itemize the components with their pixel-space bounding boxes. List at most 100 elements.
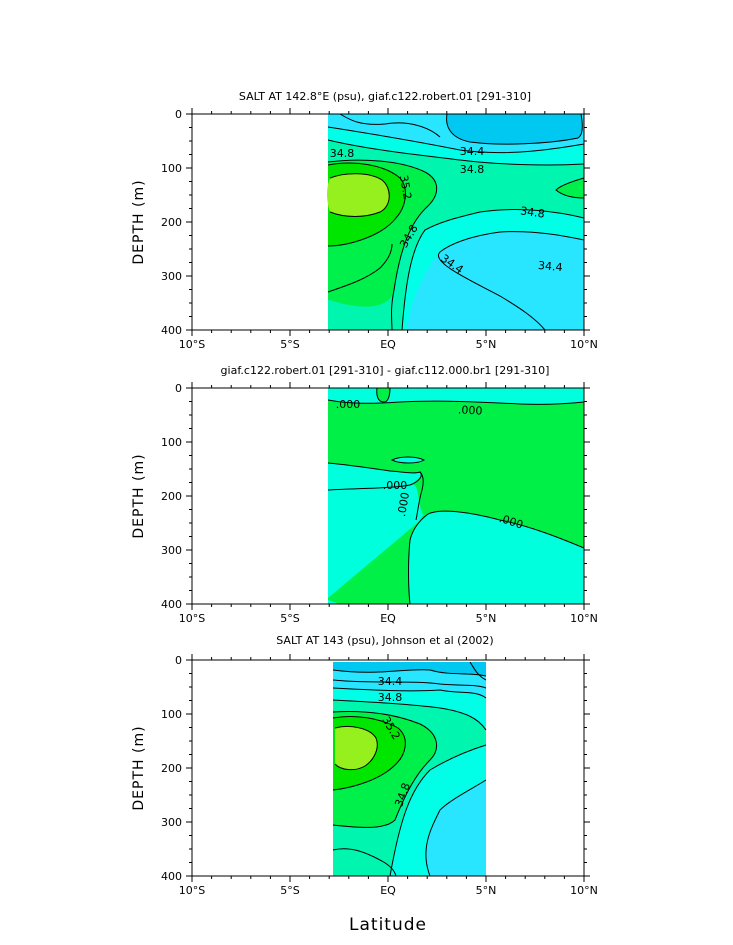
x-tick-label: 5°N bbox=[476, 612, 497, 625]
p1-contour-b bbox=[446, 113, 583, 145]
y-tick-label: 200 bbox=[161, 762, 182, 775]
y-tick-label: 200 bbox=[161, 216, 182, 229]
p2-contour-e bbox=[415, 471, 424, 521]
y-tick-label: 100 bbox=[161, 436, 182, 449]
p1-contour-c bbox=[327, 126, 585, 154]
p3-contour-k bbox=[469, 661, 487, 681]
y-tick-label: 300 bbox=[161, 544, 182, 557]
p1-contour-e bbox=[327, 159, 438, 331]
x-tick-label: 10°N bbox=[570, 338, 598, 351]
p3-contour-g bbox=[334, 725, 378, 771]
x-tick-label: 10°N bbox=[570, 612, 598, 625]
p3-contour-c bbox=[332, 687, 487, 699]
p2-fill-small-blob bbox=[392, 457, 424, 463]
panel-1-ylabel: DEPTH (m) bbox=[131, 179, 147, 264]
x-tick-label: 10°S bbox=[179, 612, 205, 625]
p3-fill-35-4 bbox=[335, 726, 378, 770]
p1-contour-label-3: 35.2 bbox=[397, 174, 414, 200]
y-tick-label: 300 bbox=[161, 816, 182, 829]
p2-contour-label-0: .000 bbox=[336, 398, 361, 411]
p2-contour-c bbox=[390, 456, 425, 464]
y-tick-label: 100 bbox=[161, 162, 182, 175]
p2-fill-neg-lower bbox=[408, 511, 584, 604]
panel-2: giaf.c122.robert.01 [291-310] - giaf.c11… bbox=[131, 364, 598, 625]
p2-fill-neg-tongue bbox=[328, 463, 422, 490]
x-tick-label: 10°S bbox=[179, 338, 205, 351]
p2-contour-g bbox=[408, 513, 429, 605]
p1-contour-label-1: 34.4 bbox=[460, 145, 485, 158]
p3-contour-label-1: 34.8 bbox=[378, 691, 403, 704]
panel-2-title: giaf.c122.robert.01 [291-310] - giaf.c11… bbox=[221, 364, 550, 377]
p1-contours bbox=[327, 113, 585, 331]
p1-fill-35-4 bbox=[327, 173, 390, 217]
x-tick-label: 5°N bbox=[476, 884, 497, 897]
p3-contour-b bbox=[332, 679, 487, 689]
panel-1: SALT AT 142.8°E (psu), giaf.c122.robert.… bbox=[131, 90, 598, 351]
p1-fill-34-2 bbox=[446, 114, 583, 145]
x-tick-label: 10°N bbox=[570, 884, 598, 897]
p3-contour-f bbox=[332, 715, 406, 791]
y-tick-label: 300 bbox=[161, 270, 182, 283]
panel-1-plot: 34.8 34.4 34.8 35.2 34.8 34.8 34.4 34.4 bbox=[327, 113, 585, 331]
p1-contour-k bbox=[555, 177, 585, 199]
panel-3-y-axis: 0 100 200 300 400 bbox=[161, 654, 590, 883]
y-tick-label: 0 bbox=[175, 382, 182, 395]
panel-3: SALT AT 143 (psu), Johnson et al (2002) bbox=[131, 634, 598, 897]
x-tick-label: 10°S bbox=[179, 884, 205, 897]
x-tick-label: 5°S bbox=[280, 884, 299, 897]
p1-contour-i bbox=[437, 231, 585, 331]
x-tick-label: 5°S bbox=[280, 338, 299, 351]
p3-contours bbox=[332, 661, 487, 877]
p3-contour-a bbox=[332, 669, 487, 677]
y-tick-label: 400 bbox=[161, 870, 182, 883]
p2-contour-label-1: .000 bbox=[458, 403, 483, 417]
panel-1-x-axis: 10°S 5°S EQ 5°N 10°N bbox=[179, 108, 598, 351]
panel-1-title: SALT AT 142.8°E (psu), giaf.c122.robert.… bbox=[239, 90, 531, 103]
p3-contour-j bbox=[332, 848, 397, 877]
panel-1-y-axis: 0 100 200 300 400 bbox=[161, 108, 590, 337]
y-tick-label: 0 bbox=[175, 654, 182, 667]
p2-contour-label-3: .000 bbox=[395, 491, 412, 517]
p1-contour-d bbox=[327, 139, 585, 166]
p1-contour-label-0: 34.8 bbox=[330, 147, 355, 160]
panel-3-ylabel: DEPTH (m) bbox=[131, 725, 147, 810]
panel-2-plot: .000 .000 .000 .000 .000 bbox=[327, 387, 585, 605]
y-tick-label: 400 bbox=[161, 598, 182, 611]
p3-contour-label-0: 34.4 bbox=[378, 675, 403, 688]
p1-fill-right-blob bbox=[556, 178, 584, 198]
p1-contour-label-2: 34.8 bbox=[460, 163, 485, 176]
panel-3-plot: 34.4 34.8 35.2 34.8 bbox=[332, 661, 487, 877]
p1-contour-f bbox=[327, 162, 407, 247]
panel-3-x-axis: 10°S 5°S EQ 5°N 10°N bbox=[179, 654, 598, 897]
x-tick-label: 5°S bbox=[280, 612, 299, 625]
p3-contour-e bbox=[332, 711, 438, 828]
x-axis-title: Latitude bbox=[349, 915, 427, 935]
p1-contour-g bbox=[329, 173, 390, 217]
p2-contour-b bbox=[376, 387, 391, 403]
p1-contour-h bbox=[401, 209, 585, 331]
p2-contours bbox=[327, 387, 585, 605]
p1-contour-label-7: 34.4 bbox=[538, 259, 564, 274]
p1-contour-label-4: 34.8 bbox=[519, 204, 545, 220]
y-tick-label: 400 bbox=[161, 324, 182, 337]
p1-contour-j bbox=[327, 243, 393, 293]
y-tick-label: 0 bbox=[175, 108, 182, 121]
p2-fill-top-blob bbox=[376, 388, 390, 402]
p2-contour-label-2: .000 bbox=[383, 479, 408, 492]
panel-2-x-axis: 10°S 5°S EQ 5°N 10°N bbox=[179, 382, 598, 625]
x-tick-label: EQ bbox=[380, 612, 396, 625]
p2-contour-a bbox=[327, 399, 585, 405]
p3-contour-d bbox=[332, 699, 487, 731]
x-tick-label: 5°N bbox=[476, 338, 497, 351]
y-tick-label: 100 bbox=[161, 708, 182, 721]
x-tick-label: EQ bbox=[380, 884, 396, 897]
p3-contour-h bbox=[389, 744, 487, 877]
p2-fill-neg-corner bbox=[328, 600, 340, 604]
p2-contour-f bbox=[427, 510, 585, 549]
p3-fill-34-2 bbox=[333, 662, 486, 676]
panel-3-title: SALT AT 143 (psu), Johnson et al (2002) bbox=[276, 634, 493, 647]
p3-contour-i bbox=[425, 779, 487, 877]
panel-2-y-axis: 0 100 200 300 400 bbox=[161, 382, 590, 611]
p2-contour-labels: .000 .000 .000 .000 .000 bbox=[336, 398, 525, 532]
